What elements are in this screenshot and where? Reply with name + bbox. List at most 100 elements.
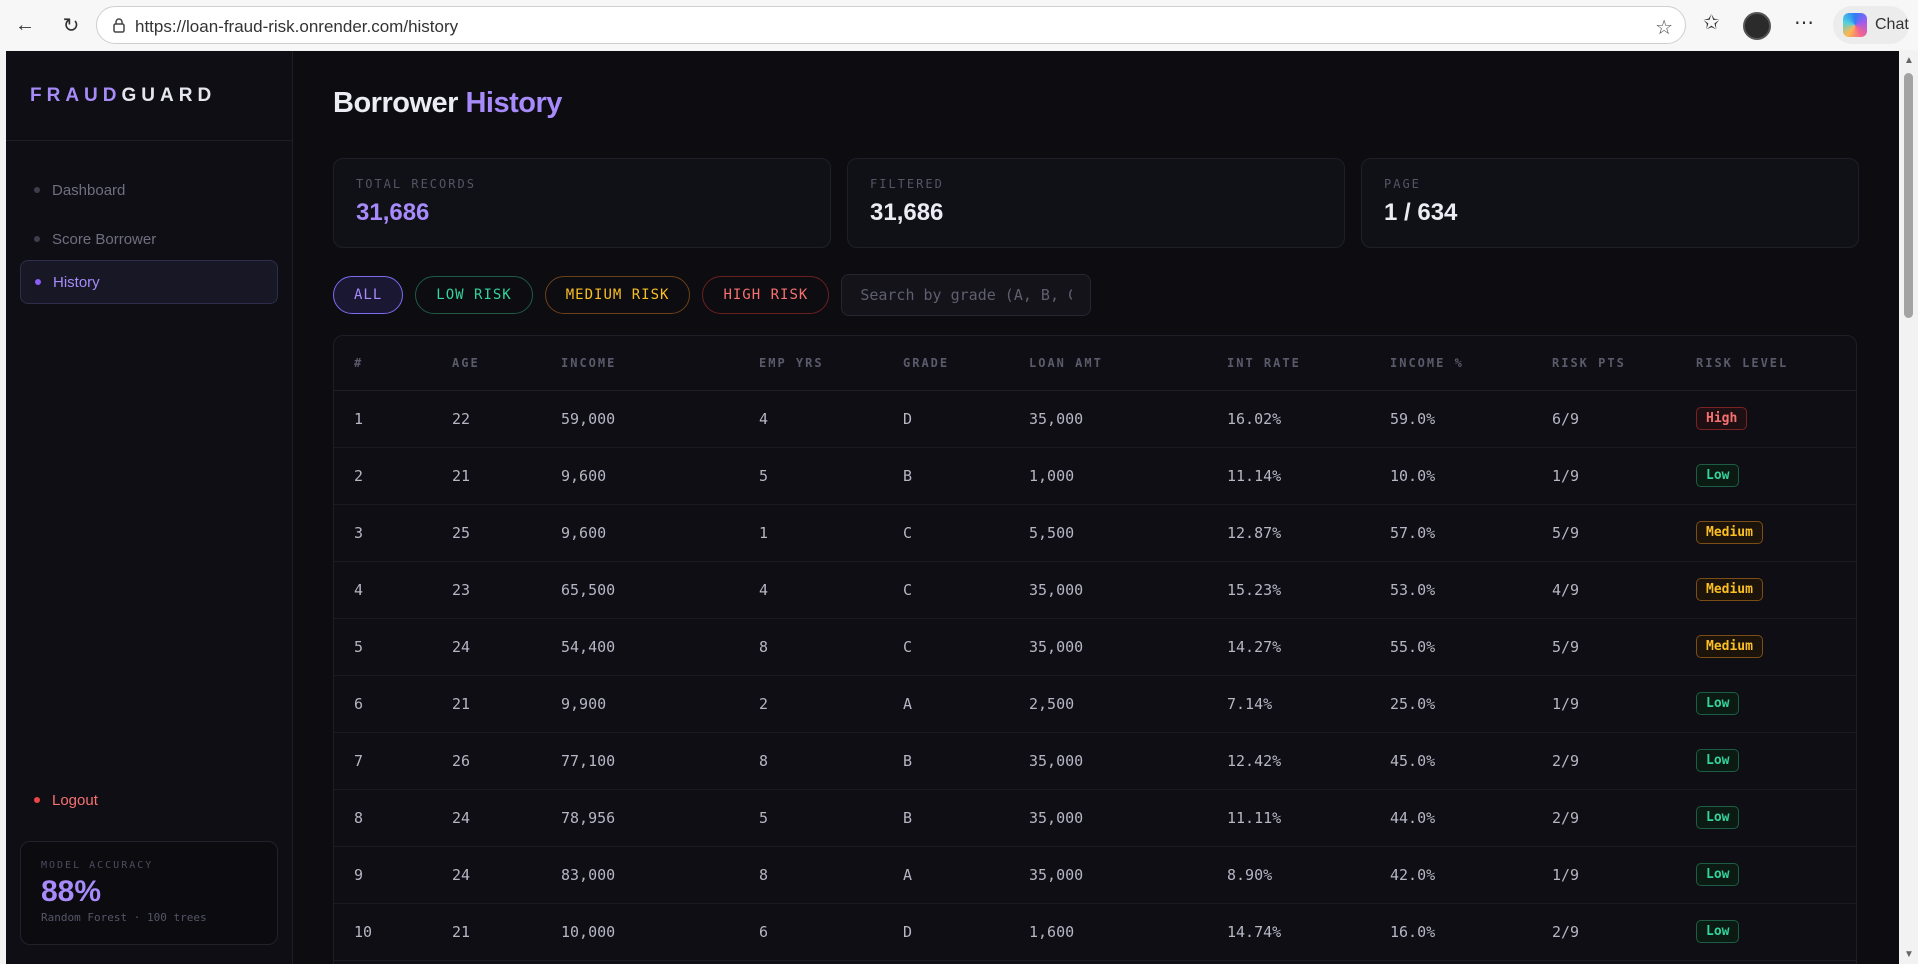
table-cell: 24 (432, 789, 541, 847)
bullet-icon (35, 279, 41, 285)
table-cell: 8 (334, 789, 432, 847)
table-cell: 2/9 (1532, 732, 1676, 790)
grade-search-input[interactable] (841, 274, 1092, 316)
page-scrollbar[interactable]: ▲ ▼ (1899, 51, 1918, 964)
table-cell: Low (1676, 846, 1856, 904)
profile-avatar[interactable] (1743, 12, 1771, 40)
table-cell: Medium (1676, 504, 1856, 562)
scrollbar-thumb[interactable] (1904, 73, 1913, 318)
risk-badge: Medium (1696, 635, 1763, 658)
reload-icon[interactable]: ↻ (62, 14, 80, 37)
sidebar-item-dashboard[interactable]: Dashboard (20, 168, 278, 212)
table-cell: 3 (334, 504, 432, 562)
table-row[interactable]: 5 24 54,400 8 C 35,000 14.27% 55.0% 5/9 Medium (334, 618, 1856, 676)
scroll-up-icon[interactable]: ▲ (1904, 55, 1914, 66)
stat-value: 31,686 (870, 199, 944, 226)
more-icon[interactable]: ⋯ (1794, 12, 1814, 34)
table-cell: 5/9 (1532, 504, 1676, 562)
table-cell: 21 (432, 447, 541, 505)
table-cell: 6 (334, 675, 432, 733)
sidebar-item-history[interactable]: History (20, 260, 278, 304)
favorite-star-icon[interactable]: ☆ (1655, 17, 1673, 39)
table-row[interactable]: 9 24 83,000 8 A 35,000 8.90% 42.0% 1/9 Low (334, 846, 1856, 904)
favorites-icon[interactable]: ✩ (1703, 12, 1720, 34)
table-cell: 10.0% (1370, 447, 1532, 505)
table-cell: 24 (432, 618, 541, 676)
table-header-row: # AGE INCOME EMP YRS GRADE LOAN AMT INT RATE IN… (334, 336, 1856, 391)
table-cell: High (1676, 390, 1856, 448)
table-cell: 77,100 (541, 732, 739, 790)
table-cell: 55.0% (1370, 618, 1532, 676)
back-icon[interactable]: ← (15, 13, 35, 36)
bullet-icon (34, 236, 40, 242)
stat-label: PAGE (1384, 177, 1421, 191)
table-cell: 9 (334, 846, 432, 904)
address-bar[interactable]: https://loan-fraud-risk.onrender.com/his… (96, 6, 1686, 44)
table-cell: 1/9 (1532, 675, 1676, 733)
history-table: # AGE INCOME EMP YRS GRADE LOAN AMT INT RATE IN… (333, 335, 1857, 964)
table-cell: A (883, 675, 1009, 733)
table-cell: 8 (739, 618, 883, 676)
risk-badge: Medium (1696, 578, 1763, 601)
table-cell: 44.0% (1370, 789, 1532, 847)
stat-filtered: FILTERED 31,686 (847, 158, 1345, 248)
chat-button[interactable]: Chat (1833, 6, 1909, 44)
stat-label: FILTERED (870, 177, 944, 191)
table-cell: 35,000 (1009, 732, 1207, 790)
borrower-table: # AGE INCOME EMP YRS GRADE LOAN AMT INT RATE IN… (334, 336, 1856, 961)
filter-all-button[interactable]: ALL (333, 276, 404, 314)
risk-badge: Low (1696, 749, 1740, 772)
table-row[interactable]: 4 23 65,500 4 C 35,000 15.23% 53.0% 4/9 Medium (334, 561, 1856, 619)
table-cell: 65,500 (541, 561, 739, 619)
table-cell: 7.14% (1207, 675, 1370, 733)
table-cell: 26 (432, 732, 541, 790)
table-cell: 4 (334, 561, 432, 619)
brand-part1: FRAUD (30, 85, 122, 106)
stat-total-records: TOTAL RECORDS 31,686 (333, 158, 831, 248)
model-accuracy-card: MODEL ACCURACY 88% Random Forest · 100 t… (20, 841, 278, 945)
table-row[interactable]: 1 22 59,000 4 D 35,000 16.02% 59.0% 6/9 High (334, 390, 1856, 448)
browser-toolbar: ← ↻ https://loan-fraud-risk.onrender.com… (0, 0, 1918, 50)
table-cell: Low (1676, 903, 1856, 961)
table-cell: 6 (739, 903, 883, 961)
table-cell: 5 (739, 447, 883, 505)
table-row[interactable]: 8 24 78,956 5 B 35,000 11.11% 44.0% 2/9 Low (334, 789, 1856, 847)
table-row[interactable]: 7 26 77,100 8 B 35,000 12.42% 45.0% 2/9 Low (334, 732, 1856, 790)
scroll-down-icon[interactable]: ▼ (1904, 949, 1914, 960)
column-header: AGE (432, 336, 541, 391)
accuracy-label: MODEL ACCURACY (41, 860, 154, 871)
table-cell: 1 (739, 504, 883, 562)
table-cell: 10,000 (541, 903, 739, 961)
title-part2: History (465, 87, 562, 119)
logout-button[interactable]: Logout (20, 778, 278, 822)
table-cell: 4/9 (1532, 561, 1676, 619)
filter-medium-risk-button[interactable]: MEDIUM RISK (544, 276, 691, 314)
table-row[interactable]: 10 21 10,000 6 D 1,600 14.74% 16.0% 2/9 Low (334, 903, 1856, 961)
table-row[interactable]: 2 21 9,600 5 B 1,000 11.14% 10.0% 1/9 Low (334, 447, 1856, 505)
risk-badge: Low (1696, 806, 1740, 829)
sidebar-item-score-borrower[interactable]: Score Borrower (20, 217, 278, 261)
table-row[interactable]: 6 21 9,900 2 A 2,500 7.14% 25.0% 1/9 Low (334, 675, 1856, 733)
column-header: INCOME % (1370, 336, 1532, 391)
table-row[interactable]: 3 25 9,600 1 C 5,500 12.87% 57.0% 5/9 Medium (334, 504, 1856, 562)
url-text[interactable]: https://loan-fraud-risk.onrender.com/his… (135, 17, 459, 36)
table-cell: 9,900 (541, 675, 739, 733)
table-cell: 4 (739, 561, 883, 619)
table-cell: C (883, 561, 1009, 619)
table-cell: 35,000 (1009, 390, 1207, 448)
table-cell: 2,500 (1009, 675, 1207, 733)
filter-high-risk-button[interactable]: HIGH RISK (702, 276, 830, 314)
accuracy-value: 88% (41, 875, 102, 908)
table-cell: Low (1676, 447, 1856, 505)
table-cell: B (883, 789, 1009, 847)
brand-logo[interactable]: FRAUDGUARD (30, 85, 216, 107)
table-cell: 24 (432, 846, 541, 904)
filter-low-risk-button[interactable]: LOW RISK (415, 276, 533, 314)
risk-badge: Low (1696, 920, 1740, 943)
table-cell: Low (1676, 675, 1856, 733)
column-header: GRADE (883, 336, 1009, 391)
table-cell: 9,600 (541, 447, 739, 505)
table-cell: 21 (432, 675, 541, 733)
table-cell: 15.23% (1207, 561, 1370, 619)
column-header: EMP YRS (739, 336, 883, 391)
